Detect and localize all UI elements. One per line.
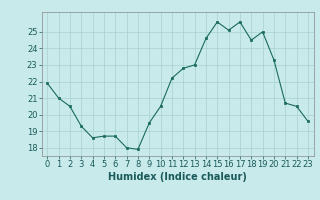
X-axis label: Humidex (Indice chaleur): Humidex (Indice chaleur) <box>108 172 247 182</box>
